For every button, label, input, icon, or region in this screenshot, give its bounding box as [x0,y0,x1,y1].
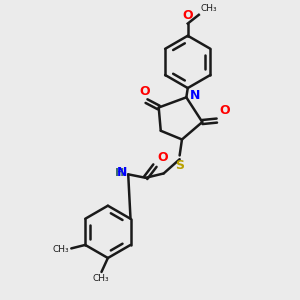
Text: CH₃: CH₃ [201,4,217,13]
Text: N: N [190,89,200,102]
Text: O: O [219,104,230,117]
Text: O: O [182,9,193,22]
Text: CH₃: CH₃ [53,245,70,254]
Text: O: O [158,151,169,164]
Text: O: O [140,85,150,98]
Text: CH₃: CH₃ [92,274,109,283]
Text: N: N [117,166,127,179]
Text: S: S [175,159,184,172]
Text: H: H [115,168,124,178]
